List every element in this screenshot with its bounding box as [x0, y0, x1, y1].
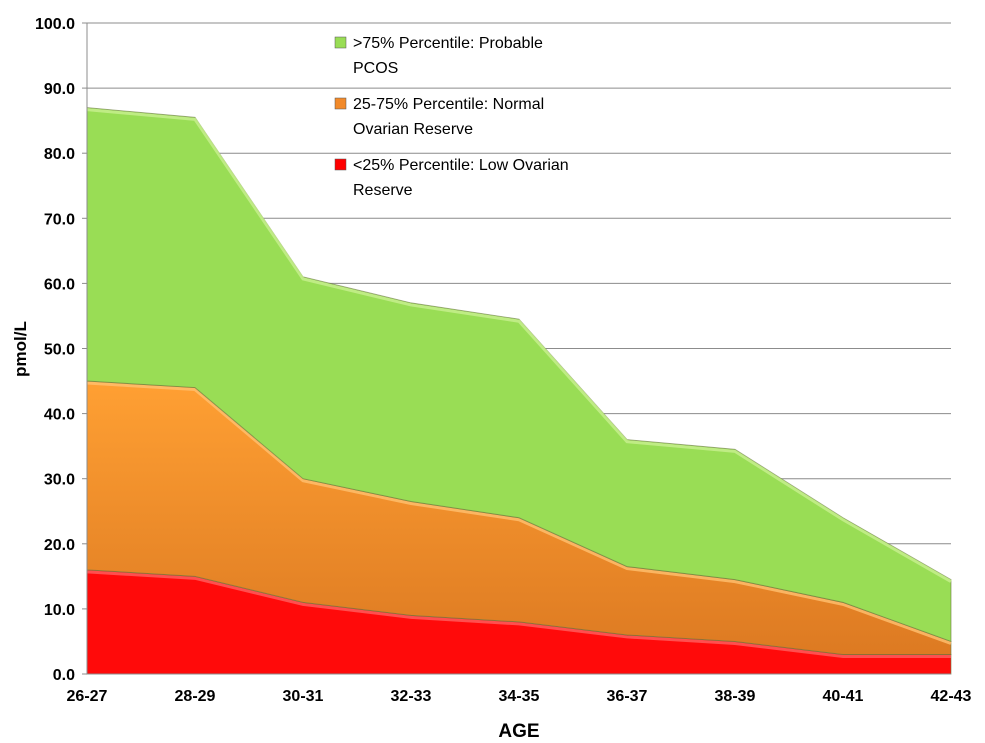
y-tick-label: 10.0: [44, 602, 75, 619]
x-tick-label: 32-33: [391, 688, 432, 705]
legend-label: PCOS: [353, 60, 398, 77]
y-tick-label: 40.0: [44, 407, 75, 424]
x-tick-labels: 26-27 28-29 30-31 32-33 34-35 36-37 38-39 40-41…: [67, 688, 972, 705]
y-axis-label: pmol/L: [11, 321, 30, 377]
legend-label: <25% Percentile: Low Ovarian: [353, 157, 569, 174]
area-pcos: [86, 107, 952, 643]
area-top-edge: [86, 570, 951, 658]
areas: [86, 107, 952, 675]
y-tick-label: 30.0: [44, 472, 75, 489]
y-tick-label: 70.0: [44, 211, 75, 228]
y-tick-label: 80.0: [44, 146, 75, 163]
y-tick-label: 0.0: [53, 667, 75, 684]
y-tick-label: 100.0: [35, 16, 75, 33]
legend-swatch: [334, 97, 347, 110]
x-tick-label: 36-37: [607, 688, 648, 705]
y-tick-label: 50.0: [44, 342, 75, 359]
y-tick-label: 90.0: [44, 81, 75, 98]
area-top-edge: [86, 381, 952, 645]
y-tick-label: 60.0: [44, 276, 75, 293]
legend-swatch: [334, 36, 347, 49]
y-tick-label: 20.0: [44, 537, 75, 554]
x-tick-label: 26-27: [67, 688, 108, 705]
y-tick-labels: 0.0 10.0 20.0 30.0 40.0 50.0 60.0 70.0 80.0 90.0 1…: [35, 16, 75, 684]
legend-label: >75% Percentile: Probable: [353, 35, 543, 52]
x-tick-label: 30-31: [283, 688, 324, 705]
x-tick-label: 40-41: [823, 688, 864, 705]
x-tick-label: 38-39: [715, 688, 756, 705]
x-axis-label: AGE: [498, 721, 539, 742]
x-tick-label: 42-43: [931, 688, 972, 705]
x-tick-label: 34-35: [499, 688, 540, 705]
legend-label: Reserve: [353, 182, 413, 199]
area-top-edge: [86, 108, 952, 583]
axes: [86, 23, 951, 675]
x-tick-label: 28-29: [175, 688, 216, 705]
legend-label: 25-75% Percentile: Normal: [353, 96, 544, 113]
legend-swatch: [334, 158, 347, 171]
legend: >75% Percentile: Probable PCOS 25-75% Perc…: [334, 35, 569, 199]
legend-label: Ovarian Reserve: [353, 121, 473, 138]
